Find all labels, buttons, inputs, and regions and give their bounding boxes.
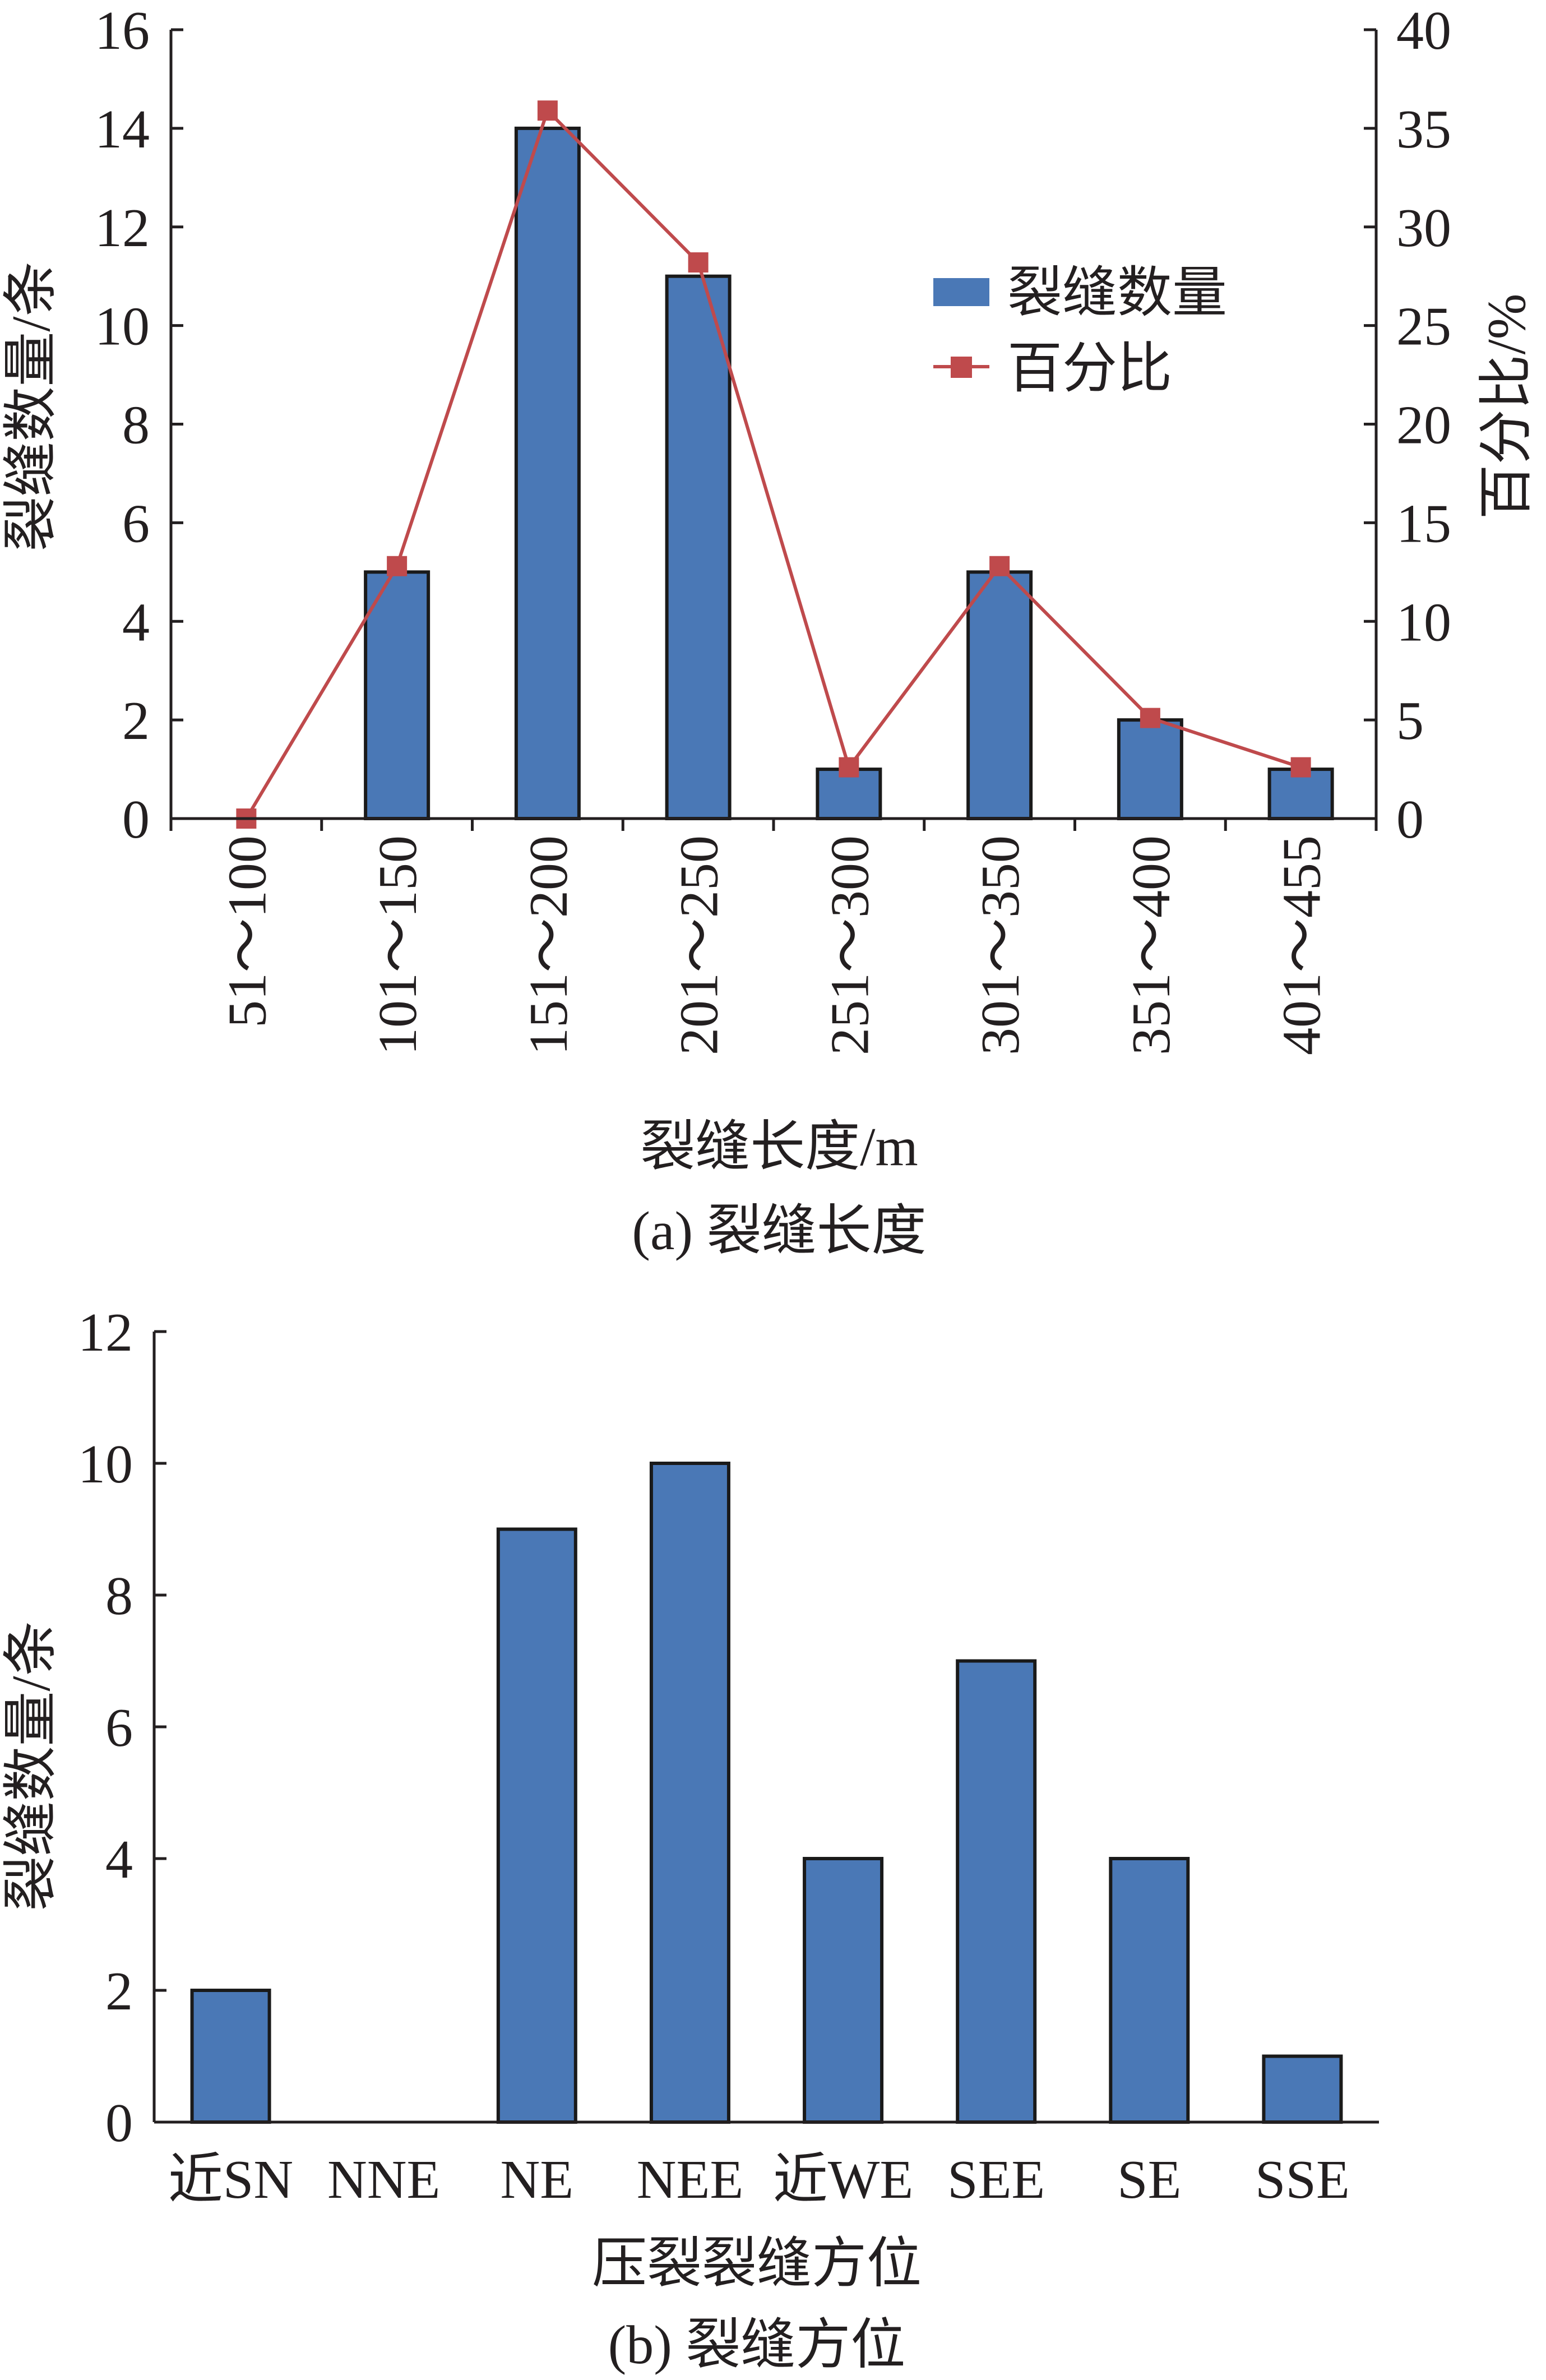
bar	[496, 1527, 577, 2124]
x-tick-label: 51～100	[217, 835, 277, 1028]
y-tick-label: 16	[95, 1, 150, 61]
x-tick-label: 251～300	[820, 835, 880, 1055]
y2-tick-label: 35	[1396, 99, 1451, 160]
y2-tick-label: 0	[1396, 789, 1424, 850]
y-tick-label: 2	[122, 691, 150, 751]
y-tick-label: 10	[95, 297, 150, 357]
panel-b-axes	[152, 1332, 1379, 2124]
panel-a-y2label: 百分比/%	[1476, 294, 1537, 520]
panel-a-xlabel: 裂缝长度/m	[640, 1117, 918, 1177]
y2-tick-label: 10	[1396, 592, 1451, 653]
x-tick-label: 401～455	[1272, 835, 1332, 1055]
panel-a-left-ticks: 0 2 4 6 8 10 12 14 16	[95, 1, 183, 850]
bar	[1117, 718, 1183, 820]
y2-tick-label: 25	[1396, 297, 1451, 357]
y-tick-label: 8	[105, 1566, 133, 1626]
legend-swatch-bar	[933, 278, 989, 306]
percentage-marker	[839, 757, 859, 778]
bar	[364, 570, 431, 820]
y2-tick-label: 20	[1396, 395, 1451, 456]
x-tick-label: SSE	[1255, 2150, 1350, 2210]
panel-a-ylabel: 裂缝数量/条	[1, 261, 62, 551]
panel-b-x-ticks: 近SN NNE NE NEE 近WE SEE SE SSE	[168, 2150, 1350, 2210]
percentage-marker	[989, 556, 1010, 576]
x-tick-label: 201～250	[669, 835, 730, 1055]
percentage-marker	[537, 100, 558, 121]
y-tick-label: 6	[105, 1698, 133, 1758]
bar	[803, 1857, 884, 2124]
y2-tick-label: 40	[1396, 1, 1451, 61]
percentage-marker	[688, 252, 709, 273]
legend-label-bar: 裂缝数量	[1007, 263, 1227, 324]
y2-tick-label: 15	[1396, 493, 1451, 554]
bar	[514, 126, 581, 820]
panel-b-ylabel: 裂缝数量/条	[1, 1621, 62, 1911]
x-tick-label: 近SN	[168, 2150, 293, 2210]
y-tick-label: 14	[95, 99, 150, 160]
panel-a-x-ticks: 51～100 101～150 151～200 201～250 251～300 301～35…	[169, 819, 1378, 1055]
y-tick-label: 2	[105, 1961, 133, 2022]
percentage-marker	[387, 556, 408, 576]
x-tick-label: NNE	[327, 2150, 440, 2210]
percentage-marker	[1290, 757, 1311, 778]
y-tick-label: 12	[78, 1302, 133, 1363]
y2-tick-label: 5	[1396, 691, 1424, 751]
y-tick-label: 0	[105, 2093, 133, 2153]
y-tick-label: 6	[122, 493, 150, 554]
x-tick-label: 近WE	[773, 2150, 913, 2210]
panel-b-xlabel: 压裂裂缝方位	[592, 2234, 922, 2294]
x-tick-label: SEE	[947, 2150, 1045, 2210]
y-tick-label: 4	[122, 592, 150, 653]
panel-a-axes	[169, 30, 1378, 820]
bar	[649, 1462, 730, 2124]
legend-label-line: 百分比	[1007, 339, 1172, 399]
bar	[665, 274, 732, 820]
panel-a-caption: (a) 裂缝长度	[632, 1201, 926, 1261]
panel-b-bars	[190, 1462, 1343, 2124]
x-tick-label: 101～150	[368, 835, 428, 1055]
y-tick-label: 0	[122, 789, 150, 850]
bar	[1262, 2054, 1343, 2124]
y-tick-label: 4	[105, 1829, 133, 1890]
x-tick-label: SE	[1117, 2150, 1181, 2210]
percentage-marker	[1140, 708, 1160, 728]
panel-a-bars	[364, 126, 1334, 820]
panel-a-legend: 裂缝数量 百分比	[933, 263, 1227, 399]
y-tick-label: 10	[78, 1434, 133, 1495]
bar	[966, 570, 1033, 820]
bar	[1109, 1857, 1190, 2124]
bar	[956, 1659, 1037, 2124]
x-tick-label: NEE	[637, 2150, 744, 2210]
x-tick-label: NE	[500, 2150, 573, 2210]
y-tick-label: 12	[95, 198, 150, 258]
panel-b-left-ticks: 0 2 4 6 8 10 12	[78, 1302, 166, 2153]
percentage-line	[244, 107, 1302, 820]
y-tick-label: 8	[122, 395, 150, 456]
x-tick-label: 301～350	[970, 835, 1031, 1055]
legend-swatch-marker	[951, 357, 972, 378]
y2-tick-label: 30	[1396, 198, 1451, 258]
panel-b-caption: (b) 裂缝方位	[608, 2315, 906, 2376]
panel-a-right-ticks: 0 5 10 15 20 25 30 35 40	[1364, 1, 1451, 850]
panel-a-chart: 0 2 4 6 8 10 12 14 16 0 5 10 15 20 25 30 35 40 51～100 101…	[1, 1, 1537, 1261]
x-tick-label: 351～400	[1121, 835, 1182, 1055]
x-tick-label: 151～200	[519, 835, 579, 1055]
bar	[190, 1989, 271, 2124]
